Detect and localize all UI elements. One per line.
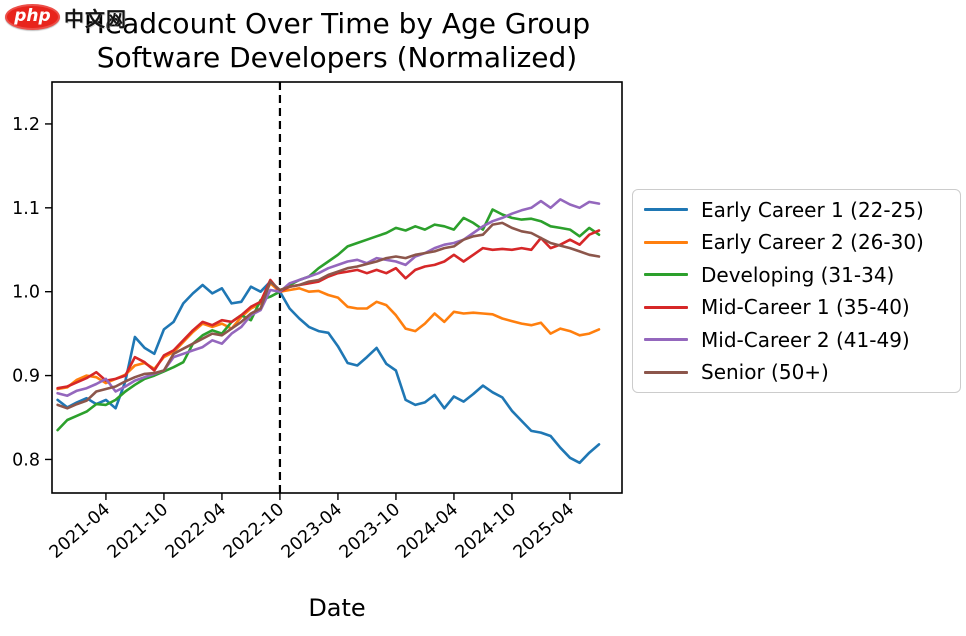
legend-label: Early Career 1 (22-25) — [701, 197, 924, 222]
legend-label: Early Career 2 (26-30) — [701, 230, 924, 255]
plot-border — [51, 81, 623, 494]
legend-label: Mid-Career 2 (41-49) — [701, 327, 910, 352]
series-line-developing-31-34 — [56, 208, 601, 432]
legend-row: Early Career 2 (26-30) — [633, 227, 960, 257]
legend-line-swatch — [644, 207, 688, 212]
legend-label: Developing (31-34) — [701, 262, 895, 287]
x-tick-label: 2021-04 — [46, 500, 114, 563]
legend-row: Developing (31-34) — [633, 260, 960, 290]
x-axis-label: Date — [308, 594, 366, 622]
chart-title: Headcount Over Time by Age Group Softwar… — [37, 7, 637, 75]
x-tick-label: 2025-04 — [510, 500, 578, 563]
series-line-early-career-2-26-30 — [56, 282, 601, 391]
php-cn-watermark-logo: php 中文网 — [5, 3, 127, 31]
x-tick-label: 2022-04 — [162, 500, 230, 563]
logo-chinese-text: 中文网 — [64, 6, 127, 31]
legend-row: Senior (50+) — [633, 357, 960, 387]
y-tick-label: 1.1 — [12, 199, 40, 219]
legend-line-swatch — [644, 273, 688, 277]
series-line-mid-career-2-41-49 — [56, 198, 601, 397]
x-tick-label: 2024-04 — [394, 500, 462, 563]
y-tick-label: 0.9 — [12, 367, 40, 387]
legend-line-swatch — [644, 370, 688, 374]
legend-line-swatch — [644, 338, 688, 342]
legend-row: Early Career 1 (22-25) — [633, 195, 960, 225]
x-tick-label: 2021-10 — [104, 500, 172, 563]
y-tick-label: 1.2 — [12, 115, 40, 135]
series-line-early-career-1-22-25 — [56, 280, 601, 465]
chart-title-line1: Headcount Over Time by Age Group — [83, 7, 591, 40]
legend-label: Senior (50+) — [701, 360, 829, 385]
php-logo-oval: php — [5, 4, 60, 30]
legend-label: Mid-Career 1 (35-40) — [701, 295, 910, 320]
legend-box: Early Career 1 (22-25) Early Career 2 (2… — [632, 189, 961, 393]
legend-line-swatch — [644, 305, 688, 309]
legend-line-swatch — [644, 240, 688, 244]
legend-row: Mid-Career 1 (35-40) — [633, 292, 960, 322]
php-logo-text: php — [14, 5, 51, 26]
x-tick-label: 2023-10 — [336, 500, 404, 563]
chart-title-line2: Software Developers (Normalized) — [96, 41, 578, 74]
y-tick-label: 0.8 — [12, 450, 40, 470]
legend-row: Mid-Career 2 (41-49) — [633, 325, 960, 355]
y-tick-label: 1.0 — [12, 283, 40, 303]
x-tick-label: 2023-04 — [278, 500, 346, 563]
series-line-mid-career-1-35-40 — [56, 229, 601, 390]
series-line-senior-50 — [56, 221, 601, 410]
x-tick-label: 2022-10 — [220, 500, 288, 563]
x-tick-label: 2024-10 — [452, 500, 520, 563]
